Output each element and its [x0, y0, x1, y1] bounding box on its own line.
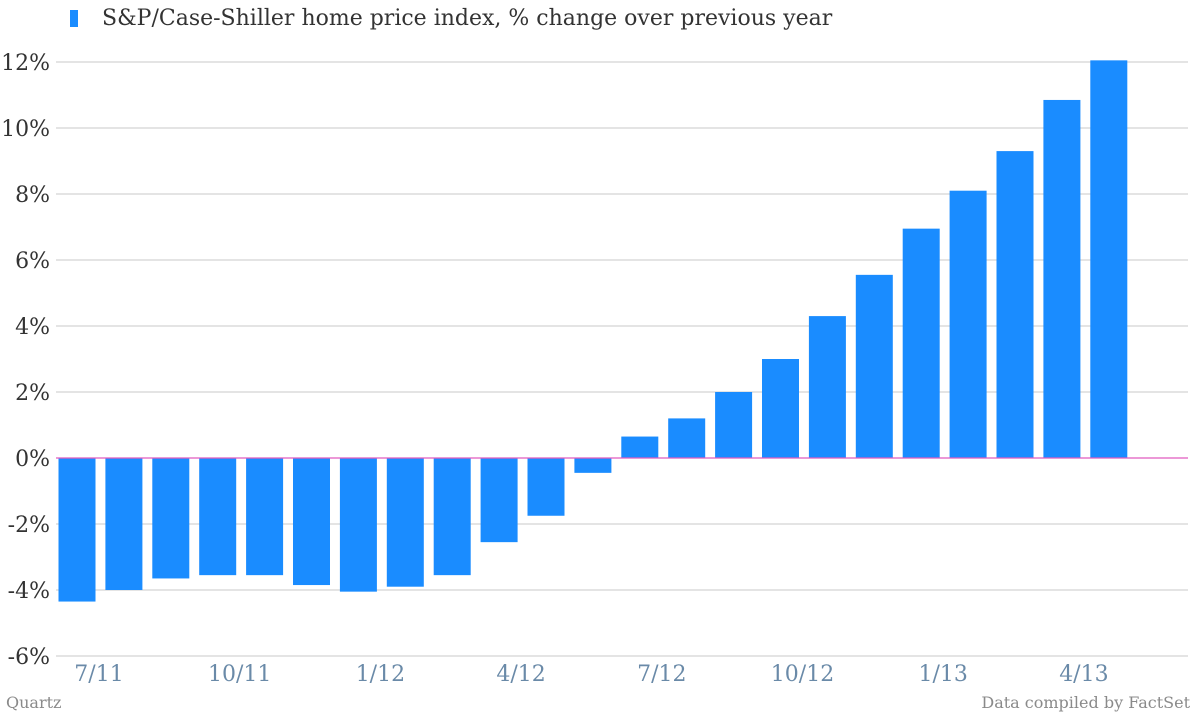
- bar-11-12: [808, 316, 846, 458]
- chart-legend: S&P/Case-Shiller home price index, % cha…: [70, 6, 832, 31]
- bar-7-12: [621, 436, 659, 458]
- x-tick-label: 10/12: [771, 662, 834, 687]
- bar-4-12: [480, 458, 518, 543]
- legend-label: S&P/Case-Shiller home price index, % cha…: [102, 6, 833, 31]
- y-tick-label: -4%: [8, 579, 50, 604]
- bar-10-12: [762, 359, 799, 458]
- bar-5-12: [527, 458, 565, 516]
- y-tick-label: -6%: [8, 645, 50, 670]
- bar-12-12: [855, 274, 893, 458]
- x-tick-label: 1/13: [918, 662, 967, 687]
- bar-chart: 12% 10% 8% 6% 4% 2% 0% -2% -4% -6% 7/11 10/11 1/12 4/…: [1, 51, 1188, 687]
- y-tick-label: 8%: [15, 183, 50, 208]
- bar-1-13: [902, 228, 940, 458]
- bar-9-11: [152, 458, 190, 579]
- x-tick-label: 7/11: [74, 662, 123, 687]
- bar-11-11: [246, 458, 284, 576]
- bar-2-12: [386, 458, 424, 587]
- bar-8-12: [668, 418, 706, 458]
- data-credit: Data compiled by FactSet: [981, 693, 1190, 712]
- bar-2-13: [949, 190, 987, 458]
- y-tick-label: 0%: [15, 447, 50, 472]
- bar-6-12: [574, 458, 612, 473]
- bar-10-11: [199, 458, 237, 576]
- y-tick-label: 10%: [1, 117, 50, 142]
- bar-3-13: [996, 151, 1034, 458]
- bar-8-11: [105, 458, 143, 590]
- bar-5-13: [1090, 60, 1128, 458]
- bar-9-12: [715, 392, 753, 458]
- y-tick-label: 4%: [15, 315, 50, 340]
- y-tick-label: 12%: [1, 51, 50, 76]
- source-credit: Quartz: [6, 693, 62, 712]
- bar-12-11: [293, 458, 330, 586]
- x-tick-label: 7/12: [637, 662, 686, 687]
- x-tick-label: 10/11: [208, 662, 271, 687]
- y-tick-label: 6%: [15, 249, 50, 274]
- legend-swatch: [70, 10, 78, 27]
- y-tick-label: -2%: [8, 513, 50, 538]
- x-tick-label: 4/13: [1059, 662, 1108, 687]
- x-tick-label: 1/12: [356, 662, 405, 687]
- bar-1-12: [339, 458, 377, 592]
- x-tick-label: 4/12: [496, 662, 545, 687]
- bar-4-13: [1043, 99, 1081, 458]
- bar-3-12: [433, 458, 471, 576]
- y-tick-label: 2%: [15, 381, 50, 406]
- bar-7-11: [58, 458, 96, 602]
